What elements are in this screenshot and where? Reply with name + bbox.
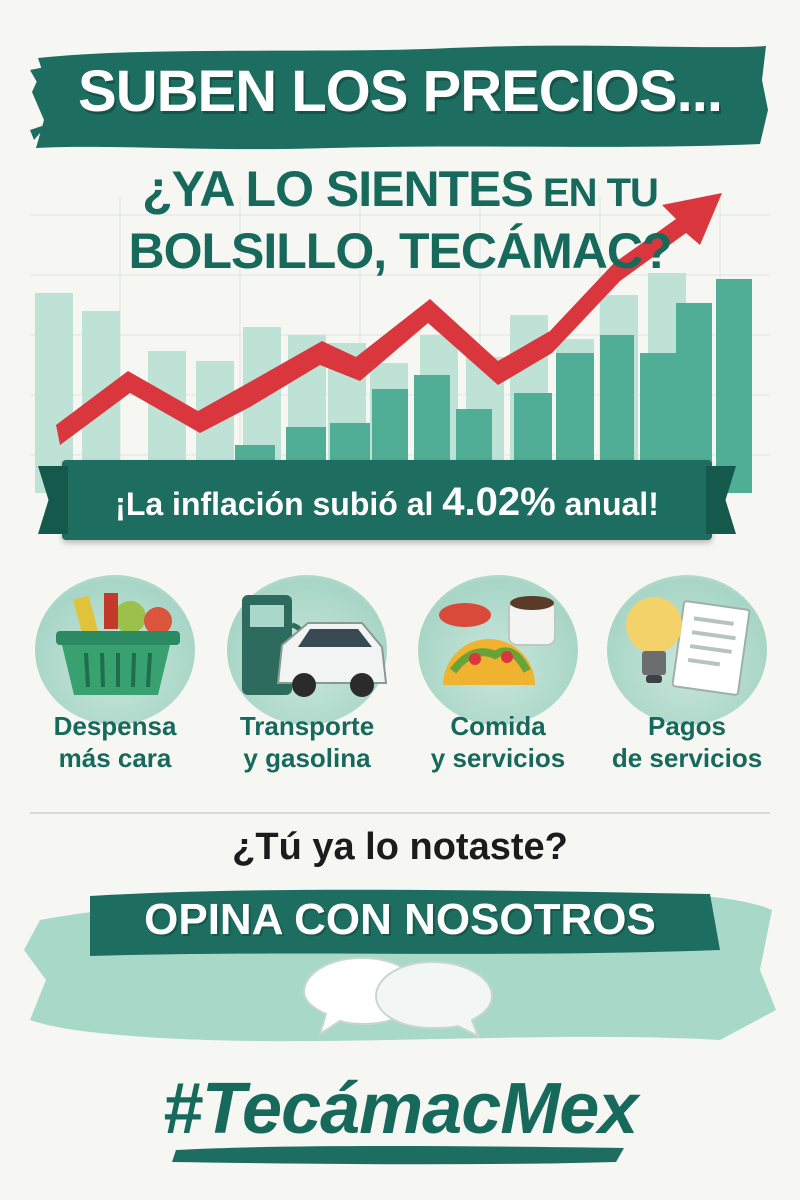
subheadline-line1: ¿YA LO SIENTES EN TU	[0, 160, 800, 218]
cta-opina: OPINA CON NOSOTROS	[144, 895, 656, 944]
inflation-text: ¡La inflación subió al 4.02% anual!	[62, 480, 712, 525]
car-fuel-pump-icon	[242, 595, 388, 697]
inflation-rate: 4.02%	[442, 480, 556, 524]
grocery-basket-icon	[56, 593, 180, 695]
category-label-line1: Despensa	[53, 711, 177, 741]
subheadline-line2: BOLSILLO, TECÁMAC?	[128, 223, 672, 279]
section-divider	[30, 812, 770, 814]
category-label: Despensa más cara	[20, 710, 210, 774]
headline-brush-banner	[30, 45, 768, 150]
category-groceries: Despensa más cara	[20, 575, 210, 795]
category-bills: Pagos de servicios	[592, 575, 782, 795]
hashtag: #TecámacMex	[162, 1069, 639, 1149]
question-text: ¿Tú ya lo notaste?	[232, 826, 568, 868]
subheadline-line1-main: ¿YA LO SIENTES	[142, 161, 534, 217]
hashtag-underline-brush	[172, 1146, 624, 1165]
category-label-line2: más cara	[58, 743, 172, 773]
subheadline-line1-small: EN TU	[532, 171, 659, 215]
category-label-line2: y servicios	[430, 743, 566, 773]
lightbulb-bill-icon	[626, 597, 751, 696]
category-transport: Transporte y gasolina	[212, 575, 402, 795]
category-label: Pagos de servicios	[592, 710, 782, 774]
inflation-prefix: ¡La inflación subió al	[115, 486, 443, 522]
inflation-banner: ¡La inflación subió al 4.02% anual!	[62, 460, 712, 540]
category-label-line2: y gasolina	[243, 743, 371, 773]
category-label: Comida y servicios	[403, 710, 593, 774]
category-label-line1: Pagos	[647, 711, 727, 741]
category-label-line2: de servicios	[611, 743, 763, 773]
category-label-line1: Comida	[450, 711, 546, 741]
category-food: Comida y servicios	[403, 575, 593, 795]
category-label: Transporte y gasolina	[212, 710, 402, 774]
category-label-line1: Transporte	[239, 711, 375, 741]
headline: SUBEN LOS PRECIOS...	[78, 59, 723, 124]
taco-coffee-icon	[439, 596, 556, 685]
inflation-suffix: anual!	[555, 486, 659, 522]
chat-bubbles-icon	[302, 956, 494, 1038]
